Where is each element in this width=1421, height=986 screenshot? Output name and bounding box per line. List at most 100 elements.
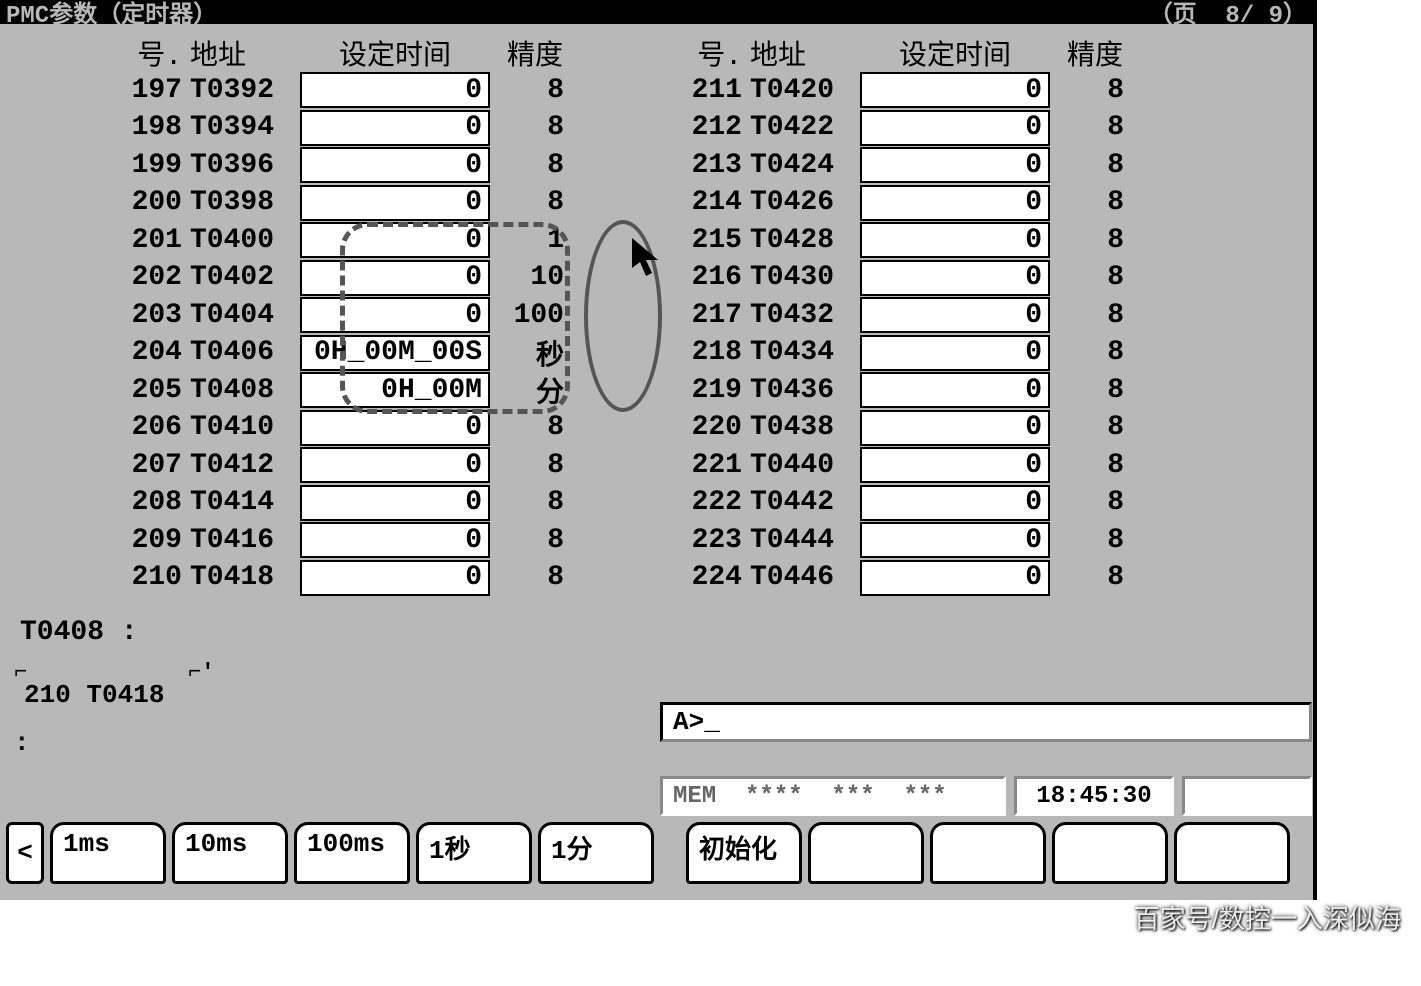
cell-prec: 分: [490, 370, 580, 410]
cell-addr: T0444: [750, 525, 860, 556]
set-time-input[interactable]: 0: [860, 560, 1050, 596]
set-time-input[interactable]: 0: [300, 222, 490, 258]
timer-row: 223T044408: [680, 522, 1240, 560]
cnc-screen: PMC参数（定时器） （页 8/ 9） 号.地址设定时间精度197T039208…: [0, 0, 1317, 900]
timer-row: 220T043808: [680, 409, 1240, 447]
cell-addr: T0432: [750, 300, 860, 331]
cell-addr: T0408: [190, 375, 300, 406]
set-time-input[interactable]: 0: [300, 147, 490, 183]
set-time-input[interactable]: 0: [860, 485, 1050, 521]
cell-no: 215: [680, 225, 750, 256]
cell-prec: 8: [490, 187, 580, 218]
cell-addr: T0396: [190, 150, 300, 181]
timer-row: 201T040001: [120, 222, 680, 260]
title-bar: PMC参数（定时器） （页 8/ 9）: [0, 0, 1313, 24]
softkey-1[interactable]: 10ms: [172, 822, 288, 884]
set-time-input[interactable]: 0: [300, 485, 490, 521]
softkey-2[interactable]: 100ms: [294, 822, 410, 884]
set-time-input[interactable]: 0: [300, 522, 490, 558]
timer-row: 219T043608: [680, 372, 1240, 410]
cell-addr: T0400: [190, 225, 300, 256]
set-time-input[interactable]: 0: [860, 72, 1050, 108]
cell-addr: T0434: [750, 337, 860, 368]
set-time-input[interactable]: 0: [300, 260, 490, 296]
set-time-input[interactable]: 0H_00M_00S: [300, 335, 490, 371]
status-mode: MEM **** *** ***: [660, 776, 1006, 816]
cell-no: 222: [680, 487, 750, 518]
softkey-row: <1ms10ms100ms1秒1分初始化: [6, 822, 1311, 884]
cell-prec: 8: [490, 450, 580, 481]
set-time-input[interactable]: 0: [860, 147, 1050, 183]
timer-row: 211T042008: [680, 72, 1240, 110]
cell-no: 205: [120, 375, 190, 406]
col-header-no: 号.: [680, 33, 750, 73]
cell-prec: 8: [1050, 562, 1140, 593]
set-time-input[interactable]: 0: [300, 110, 490, 146]
col-header-prec: 精度: [1050, 33, 1140, 73]
cell-addr: T0446: [750, 562, 860, 593]
set-time-input[interactable]: 0: [860, 297, 1050, 333]
cell-no: 217: [680, 300, 750, 331]
title-left: PMC参数（定时器）: [6, 0, 217, 30]
cell-addr: T0402: [190, 262, 300, 293]
set-time-input[interactable]: 0: [860, 410, 1050, 446]
set-time-input[interactable]: 0: [860, 522, 1050, 558]
set-time-input[interactable]: 0H_00M: [300, 372, 490, 408]
cell-prec: 8: [490, 525, 580, 556]
set-time-input[interactable]: 0: [300, 72, 490, 108]
cell-no: 213: [680, 150, 750, 181]
timer-row: 206T041008: [120, 409, 680, 447]
timer-row: 207T041208: [120, 447, 680, 485]
set-time-input[interactable]: 0: [300, 560, 490, 596]
softkey-r3[interactable]: [1052, 822, 1168, 884]
set-time-input[interactable]: 0: [300, 185, 490, 221]
cell-prec: 8: [490, 412, 580, 443]
set-time-input[interactable]: 0: [300, 447, 490, 483]
set-time-input[interactable]: 0: [860, 372, 1050, 408]
prompt-text: A>_: [673, 707, 720, 737]
set-time-input[interactable]: 0: [860, 185, 1050, 221]
cell-prec: 8: [1050, 262, 1140, 293]
cell-addr: T0430: [750, 262, 860, 293]
softkey-r2[interactable]: [930, 822, 1046, 884]
timer-table-area: 号.地址设定时间精度197T039208198T039408199T039608…: [0, 24, 1313, 648]
timer-row: 215T042808: [680, 222, 1240, 260]
cell-no: 224: [680, 562, 750, 593]
status-time: 18:45:30: [1014, 776, 1174, 816]
softkey-4[interactable]: 1分: [538, 822, 654, 884]
cell-addr: T0406: [190, 337, 300, 368]
cell-prec: 8: [1050, 412, 1140, 443]
softkey-r0[interactable]: 初始化: [686, 822, 802, 884]
set-time-input[interactable]: 0: [300, 297, 490, 333]
cell-no: 208: [120, 487, 190, 518]
set-time-input[interactable]: 0: [860, 447, 1050, 483]
cell-prec: 8: [1050, 150, 1140, 181]
cell-no: 223: [680, 525, 750, 556]
cell-prec: 8: [490, 75, 580, 106]
set-time-input[interactable]: 0: [860, 335, 1050, 371]
command-prompt[interactable]: A>_: [660, 702, 1312, 742]
timer-column-right: 号.地址设定时间精度211T042008212T042208213T042408…: [680, 34, 1240, 597]
cell-prec: 100: [490, 300, 580, 331]
softkey-r1[interactable]: [808, 822, 924, 884]
secondary-label: 210 T0418: [10, 680, 164, 710]
cell-prec: 8: [1050, 375, 1140, 406]
set-time-input[interactable]: 0: [860, 110, 1050, 146]
cell-prec: 8: [490, 562, 580, 593]
tick-mark-2: ⌐': [188, 660, 214, 685]
cell-prec: 8: [490, 150, 580, 181]
cell-addr: T0438: [750, 412, 860, 443]
softkey-0[interactable]: 1ms: [50, 822, 166, 884]
set-time-input[interactable]: 0: [860, 222, 1050, 258]
softkey-3[interactable]: 1秒: [416, 822, 532, 884]
softkey-prev[interactable]: <: [6, 822, 44, 884]
set-time-input[interactable]: 0: [860, 260, 1050, 296]
softkey-r4[interactable]: [1174, 822, 1290, 884]
timer-row: 200T039808: [120, 184, 680, 222]
cell-prec: 8: [1050, 187, 1140, 218]
cell-addr: T0398: [190, 187, 300, 218]
cell-prec: 8: [1050, 300, 1140, 331]
timer-row: 199T039608: [120, 147, 680, 185]
timer-row: 218T043408: [680, 334, 1240, 372]
set-time-input[interactable]: 0: [300, 410, 490, 446]
